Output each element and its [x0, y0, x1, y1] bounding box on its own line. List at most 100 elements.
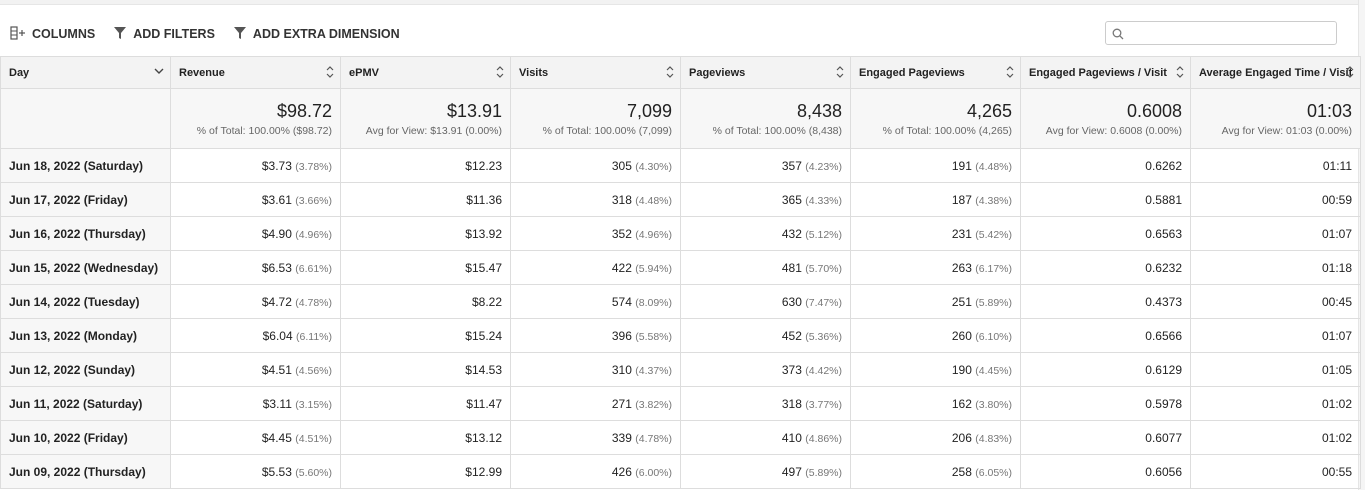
sort-icon — [326, 66, 334, 81]
cell: $8.22 — [340, 284, 511, 319]
column-header[interactable]: Day — [0, 56, 171, 89]
sort-icon — [1006, 66, 1014, 81]
search-icon — [1112, 28, 1124, 40]
cell: 310 (4.37%) — [510, 352, 681, 387]
toolbar: COLUMNS ADD FILTERS ADD EXTRA DIMENSION — [10, 24, 400, 44]
day-cell: Jun 12, 2022 (Sunday) — [0, 352, 171, 387]
toolbar-button[interactable]: COLUMNS — [10, 25, 96, 43]
cell-value: 187 — [951, 192, 972, 207]
cell-share: (6.05%) — [975, 466, 1012, 479]
cell-value: 432 — [781, 226, 802, 241]
cell: $4.72 (4.78%) — [170, 284, 341, 319]
cell-share: (5.60%) — [295, 466, 332, 479]
column-title: Visits — [519, 66, 549, 79]
column-header[interactable]: Engaged Pageviews / Visit — [1020, 56, 1191, 89]
cell-value: $6.04 — [262, 328, 293, 343]
cell: 01:02 — [1190, 386, 1361, 421]
data-row: Jun 15, 2022 (Wednesday) $6.53 (6.61%) $15… — [0, 250, 1361, 285]
cell-share: (6.61%) — [295, 262, 332, 275]
cell: $4.90 (4.96%) — [170, 216, 341, 251]
column-header[interactable]: Revenue — [170, 56, 341, 89]
cell-share: (4.96%) — [635, 228, 672, 241]
cell: $12.23 — [340, 148, 511, 183]
cell-value: 310 — [611, 362, 632, 377]
search-box[interactable] — [1105, 21, 1337, 45]
cell: $6.04 (6.11%) — [170, 318, 341, 353]
button-label: COLUMNS — [32, 27, 96, 41]
cell-share: (4.86%) — [805, 432, 842, 445]
cell-value: 410 — [781, 430, 802, 445]
column-header[interactable]: Average Engaged Time / Visit — [1190, 56, 1361, 89]
button-icon — [113, 26, 127, 43]
cell: $15.24 — [340, 318, 511, 353]
cell: 01:07 — [1190, 318, 1361, 353]
cell-value: 191 — [951, 158, 972, 173]
cell-share: (4.48%) — [635, 194, 672, 207]
cell: 263 (6.17%) — [850, 250, 1021, 285]
cell-value: 251 — [951, 294, 972, 309]
cell-value: 574 — [611, 294, 632, 309]
cell: $6.53 (6.61%) — [170, 250, 341, 285]
cell-share: (4.42%) — [805, 364, 842, 377]
cell: $11.36 — [340, 182, 511, 217]
cell: 00:55 — [1190, 454, 1361, 489]
total-cell: $13.91 Avg for View: $13.91 (0.00%) — [340, 88, 511, 149]
total-note: % of Total: 100.00% (4,265) — [882, 124, 1012, 137]
cell: 01:05 — [1190, 352, 1361, 387]
cell: 339 (4.78%) — [510, 420, 681, 455]
totals-label-cell — [0, 88, 171, 149]
cell: 352 (4.96%) — [510, 216, 681, 251]
cell-share: (4.38%) — [975, 194, 1012, 207]
cell-value: $4.90 — [261, 226, 292, 241]
cell-value: 452 — [781, 328, 802, 343]
cell: $11.47 — [340, 386, 511, 421]
column-title: Revenue — [179, 66, 225, 79]
cell-value: 271 — [611, 396, 632, 411]
cell-value: 352 — [611, 226, 632, 241]
cell-value: 260 — [951, 328, 972, 343]
cell: 0.6056 — [1020, 454, 1191, 489]
cell: $15.47 — [340, 250, 511, 285]
cell-value: $4.45 — [261, 430, 292, 445]
cell-share: (3.15%) — [295, 398, 332, 411]
cell-value: 357 — [781, 158, 802, 173]
cell-share: (4.96%) — [295, 228, 332, 241]
cell-value: 426 — [611, 464, 632, 479]
cell: 00:45 — [1190, 284, 1361, 319]
cell: $13.12 — [340, 420, 511, 455]
column-header[interactable]: Pageviews — [680, 56, 851, 89]
sort-icon — [154, 66, 164, 79]
cell-share: (7.47%) — [805, 296, 842, 309]
cell-share: (5.70%) — [805, 262, 842, 275]
column-header[interactable]: Visits — [510, 56, 681, 89]
column-header[interactable]: Engaged Pageviews — [850, 56, 1021, 89]
total-value: 8,438 — [796, 100, 842, 121]
cell: 251 (5.89%) — [850, 284, 1021, 319]
data-row: Jun 10, 2022 (Friday) $4.45 (4.51%) $13.12… — [0, 420, 1361, 455]
cell-share: (4.23%) — [805, 160, 842, 173]
total-note: Avg for View: 0.6008 (0.00%) — [1045, 124, 1182, 137]
cell: 574 (8.09%) — [510, 284, 681, 319]
header-row: Day Revenue ePMV Visits Pageviews Engaged Pag… — [0, 56, 1361, 89]
button-icon — [233, 26, 247, 43]
toolbar-button[interactable]: ADD EXTRA DIMENSION — [233, 26, 400, 43]
column-header[interactable]: ePMV — [340, 56, 511, 89]
data-row: Jun 14, 2022 (Tuesday) $4.72 (4.78%) $8.22… — [0, 284, 1361, 319]
cell-share: (4.83%) — [975, 432, 1012, 445]
total-note: % of Total: 100.00% ($98.72) — [196, 124, 332, 137]
cell-value: 497 — [781, 464, 802, 479]
cell: 191 (4.48%) — [850, 148, 1021, 183]
day-cell: Jun 14, 2022 (Tuesday) — [0, 284, 171, 319]
cell: 365 (4.33%) — [680, 182, 851, 217]
day-cell: Jun 09, 2022 (Thursday) — [0, 454, 171, 489]
sort-icon — [1346, 66, 1354, 81]
cell: 396 (5.58%) — [510, 318, 681, 353]
toolbar-button[interactable]: ADD FILTERS — [113, 26, 215, 43]
cell-value: 365 — [781, 192, 802, 207]
cell: 318 (4.48%) — [510, 182, 681, 217]
total-cell: 7,099 % of Total: 100.00% (7,099) — [510, 88, 681, 149]
column-title: ePMV — [349, 66, 379, 79]
cell: $14.53 — [340, 352, 511, 387]
cell-share: (4.33%) — [805, 194, 842, 207]
